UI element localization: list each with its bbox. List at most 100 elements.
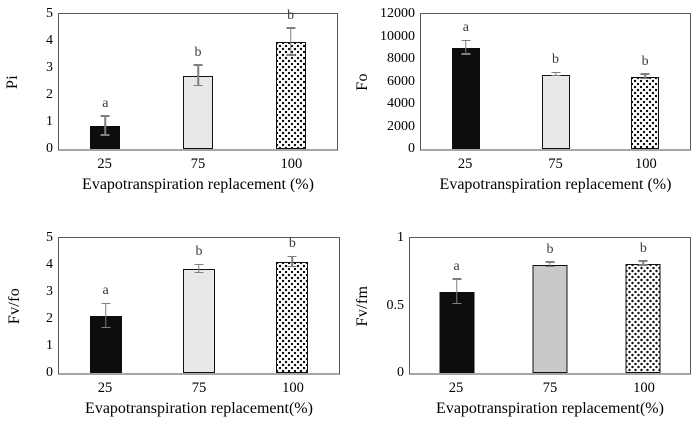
error-bar-cap	[287, 255, 297, 258]
bar-slot-75: b	[152, 238, 245, 373]
bars-container: a b b	[410, 238, 690, 373]
chart-panel-pi: Pi a b b 0 1 2 3 4 5 25 75 100 Evapotranspiration…	[0, 0, 348, 215]
significance-letter: a	[102, 95, 109, 111]
error-bar-cap	[287, 265, 297, 268]
significance-letter: b	[552, 52, 559, 68]
y-tick-label: 0.5	[386, 297, 405, 313]
y-tick-label: 1	[397, 230, 404, 245]
bar-75	[182, 269, 215, 373]
x-tick-label: 100	[282, 380, 304, 396]
bar-slot-100: b	[600, 14, 690, 149]
x-tick-label: 100	[634, 156, 657, 172]
bar-100	[631, 77, 660, 149]
y-axis-title: Pi	[4, 75, 21, 89]
bars-container: a b b	[421, 14, 690, 149]
y-tick-label: 4000	[387, 96, 415, 111]
bar-slot-75: b	[152, 14, 245, 149]
error-bar-cap	[461, 39, 471, 41]
error-bar-cap	[551, 74, 560, 77]
error-bar-cap	[193, 84, 203, 87]
y-tick-label: 2000	[387, 118, 415, 134]
error-bar	[455, 279, 458, 305]
y-tick-label: 2	[46, 311, 53, 326]
bar-slot-100: b	[246, 236, 339, 373]
y-tick-label: 1	[46, 114, 53, 129]
error-bar-cap	[640, 73, 650, 75]
error-bar-cap	[194, 263, 204, 265]
error-bar	[289, 28, 292, 56]
bar-25	[439, 292, 475, 373]
error-bar-cap	[638, 264, 648, 266]
error-bar-cap	[100, 115, 110, 117]
y-tick-label: 4	[46, 33, 53, 48]
x-tick-label: 75	[548, 156, 563, 172]
error-bar-cap	[452, 278, 462, 280]
y-tick-label: 2	[46, 87, 53, 102]
error-bar	[104, 304, 107, 329]
error-bar-cap	[551, 71, 560, 74]
significance-letter: b	[287, 7, 295, 23]
bar-100	[276, 262, 309, 373]
x-axis-title: Evapotranspiration replacement(%)	[436, 400, 664, 417]
x-axis-title: Evapotranspiration replacement (%)	[82, 176, 314, 193]
bar-100	[275, 42, 306, 149]
bar-slot-75: b	[503, 238, 596, 373]
error-bar-cap	[640, 77, 650, 80]
y-tick-label: 12000	[380, 6, 415, 21]
x-tick-label: 25	[457, 156, 473, 172]
bars-container: a b b	[59, 8, 337, 149]
significance-letter: a	[453, 258, 460, 274]
significance-letter: b	[546, 241, 554, 257]
y-tick-label: 0	[46, 365, 53, 380]
bar-slot-25: a	[59, 14, 152, 149]
error-bar-cap	[101, 326, 111, 329]
y-tick-label: 0	[397, 365, 404, 380]
y-tick-label: 10000	[380, 28, 415, 44]
error-bar-cap	[194, 271, 204, 274]
significance-letter: b	[639, 240, 647, 256]
plot-area: a b b 0 0.5 1	[387, 231, 691, 380]
bar-75	[541, 74, 570, 149]
error-bar-cap	[286, 27, 296, 29]
significance-letter: b	[641, 53, 649, 69]
significance-letter: b	[288, 236, 296, 252]
error-bar	[198, 265, 200, 274]
significance-letter: b	[194, 44, 202, 60]
bars-container: a b b	[59, 236, 339, 373]
x-tick-label: 75	[542, 380, 558, 396]
significance-letter: a	[462, 20, 469, 35]
x-tick-label: 75	[190, 156, 206, 172]
x-tick-label: 75	[191, 380, 207, 396]
error-bar	[104, 116, 107, 136]
x-tick-label: 100	[633, 380, 655, 396]
y-tick-label: 8000	[387, 51, 415, 66]
x-axis-ticks: 25 75 100	[409, 380, 691, 397]
y-tick-label: 5	[46, 230, 53, 245]
bar-100	[625, 263, 661, 373]
plot-area: a b b 0 1 2 3 4 5	[46, 231, 340, 380]
bar-slot-100: b	[244, 8, 337, 149]
bar-75	[183, 76, 213, 149]
x-tick-label: 100	[280, 156, 303, 172]
y-tick-label: 3	[46, 60, 53, 75]
error-bar	[644, 74, 646, 80]
error-bar	[197, 65, 199, 87]
significance-letter: a	[102, 283, 109, 299]
bar-slot-25: a	[410, 238, 503, 373]
y-tick-label: 1	[46, 338, 53, 353]
bar-75	[532, 265, 568, 373]
error-bar-cap	[286, 54, 296, 56]
error-bar-cap	[638, 260, 648, 262]
error-bar-cap	[545, 265, 555, 268]
significance-letter: b	[195, 244, 203, 259]
plot-area: a b b 0 2000 4000 6000 8000 10000 12000	[380, 7, 691, 156]
error-bar-cap	[101, 302, 111, 305]
y-tick-label: 6000	[387, 73, 415, 89]
error-bar	[465, 41, 467, 55]
x-axis-ticks: 25 75 100	[420, 156, 691, 173]
x-tick-label: 25	[97, 156, 112, 172]
error-bar-cap	[100, 134, 110, 136]
x-axis-title: Evapotranspiration replacement(%)	[85, 400, 313, 417]
y-tick-label: 4	[46, 257, 53, 272]
